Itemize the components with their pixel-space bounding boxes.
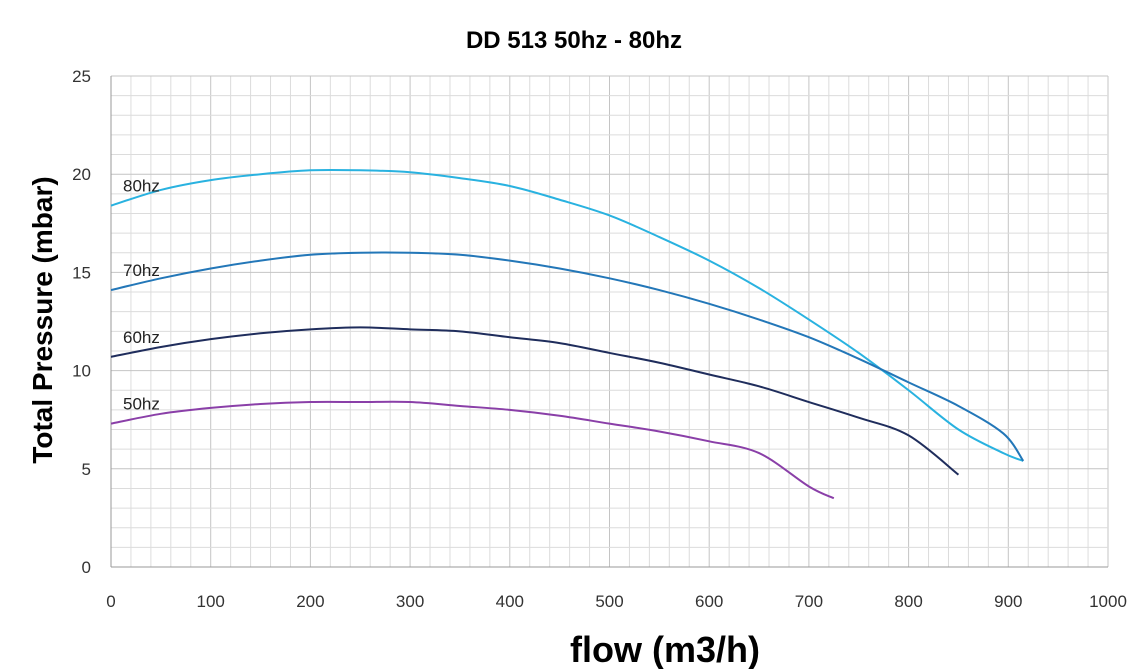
grid: [110, 75, 1109, 568]
series-label-80hz: 80hz: [123, 177, 160, 196]
y-axis-label: Total Pressure (mbar): [27, 176, 58, 463]
x-tick-label: 0: [106, 592, 115, 611]
y-tick-label: 0: [82, 558, 91, 577]
series-line-50hz: [110, 400, 835, 500]
series-label-60hz: 60hz: [123, 328, 160, 347]
x-tick-label: 700: [795, 592, 823, 611]
series-label-50hz: 50hz: [123, 395, 160, 414]
x-tick-label: 1000: [1089, 592, 1127, 611]
x-tick-label: 600: [695, 592, 723, 611]
series-labels: 80hz 70hz 60hz 50hz: [123, 177, 160, 414]
axes: [110, 76, 1108, 568]
y-tick-label: 10: [72, 362, 91, 381]
x-tick-label: 100: [197, 592, 225, 611]
y-tick-label: 25: [72, 67, 91, 86]
y-tick-label: 20: [72, 165, 91, 184]
series-line-80hz: [110, 168, 1024, 462]
y-tick-label: 5: [82, 460, 91, 479]
y-tick-label: 15: [72, 263, 91, 282]
series-line-70hz: [110, 251, 1025, 462]
series-line-60hz: [110, 326, 960, 476]
y-tick-labels: 0 5 10 15 20 25: [72, 67, 91, 577]
series-group: [110, 168, 1025, 500]
x-tick-label: 300: [396, 592, 424, 611]
x-tick-labels: 0 100 200 300 400 500 600 700 800 900 1000: [106, 592, 1127, 611]
series-label-70hz: 70hz: [123, 261, 160, 280]
x-tick-label: 800: [894, 592, 922, 611]
x-tick-label: 900: [994, 592, 1022, 611]
x-tick-label: 500: [595, 592, 623, 611]
x-tick-label: 200: [296, 592, 324, 611]
x-axis-label: flow (m3/h): [570, 629, 760, 669]
chart-title: DD 513 50hz - 80hz: [466, 27, 682, 54]
x-tick-label: 400: [496, 592, 524, 611]
